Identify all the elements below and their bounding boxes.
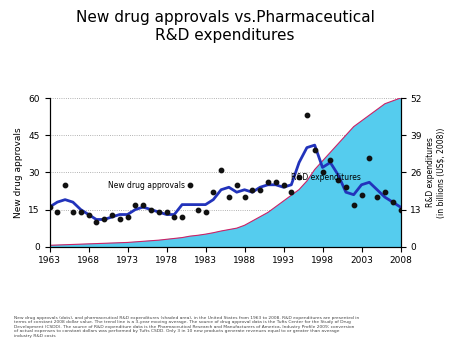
Point xyxy=(319,170,326,175)
Point xyxy=(46,204,53,210)
Point xyxy=(241,194,248,200)
Point xyxy=(311,147,318,153)
Point xyxy=(93,219,100,225)
Point xyxy=(116,217,123,222)
Point xyxy=(288,190,295,195)
Point xyxy=(77,209,84,215)
Point xyxy=(171,214,178,220)
Point xyxy=(249,187,256,192)
Text: New drug approvals (dots), and pharmaceutical R&D expenditures (shaded area), in: New drug approvals (dots), and pharmaceu… xyxy=(14,316,359,338)
Point xyxy=(140,202,147,207)
Point xyxy=(69,209,76,215)
Point xyxy=(108,212,116,217)
Point xyxy=(202,209,209,215)
Point xyxy=(374,194,381,200)
Text: New drug approvals: New drug approvals xyxy=(108,182,185,191)
Point xyxy=(334,177,342,183)
Point xyxy=(210,190,217,195)
Point xyxy=(194,207,201,212)
Point xyxy=(147,207,154,212)
Point xyxy=(85,212,92,217)
Point xyxy=(264,179,271,185)
Point xyxy=(179,214,186,220)
Point xyxy=(350,202,357,207)
Text: R&D expenditures: R&D expenditures xyxy=(291,173,361,182)
Point xyxy=(54,209,61,215)
Point xyxy=(358,192,365,197)
Point xyxy=(163,209,170,215)
Point xyxy=(132,202,139,207)
Point xyxy=(217,167,225,173)
Y-axis label: R&D expenditures
(in billions (US$, 2008)): R&D expenditures (in billions (US$, 2008… xyxy=(426,127,446,218)
Point xyxy=(256,187,264,192)
Point xyxy=(381,190,388,195)
Point xyxy=(303,113,310,118)
Point xyxy=(389,199,396,205)
Text: New drug approvals vs.Pharmaceutical
R&D expenditures: New drug approvals vs.Pharmaceutical R&D… xyxy=(76,10,374,43)
Point xyxy=(342,185,350,190)
Point xyxy=(233,182,240,188)
Point xyxy=(397,207,404,212)
Point xyxy=(124,214,131,220)
Point xyxy=(272,179,279,185)
Point xyxy=(366,155,373,160)
Y-axis label: New drug approvals: New drug approvals xyxy=(14,127,22,218)
Point xyxy=(62,182,69,188)
Point xyxy=(155,209,162,215)
Point xyxy=(327,157,334,163)
Point xyxy=(100,217,108,222)
Point xyxy=(225,194,233,200)
Point xyxy=(280,182,287,188)
Point xyxy=(296,175,303,180)
Point xyxy=(186,182,194,188)
